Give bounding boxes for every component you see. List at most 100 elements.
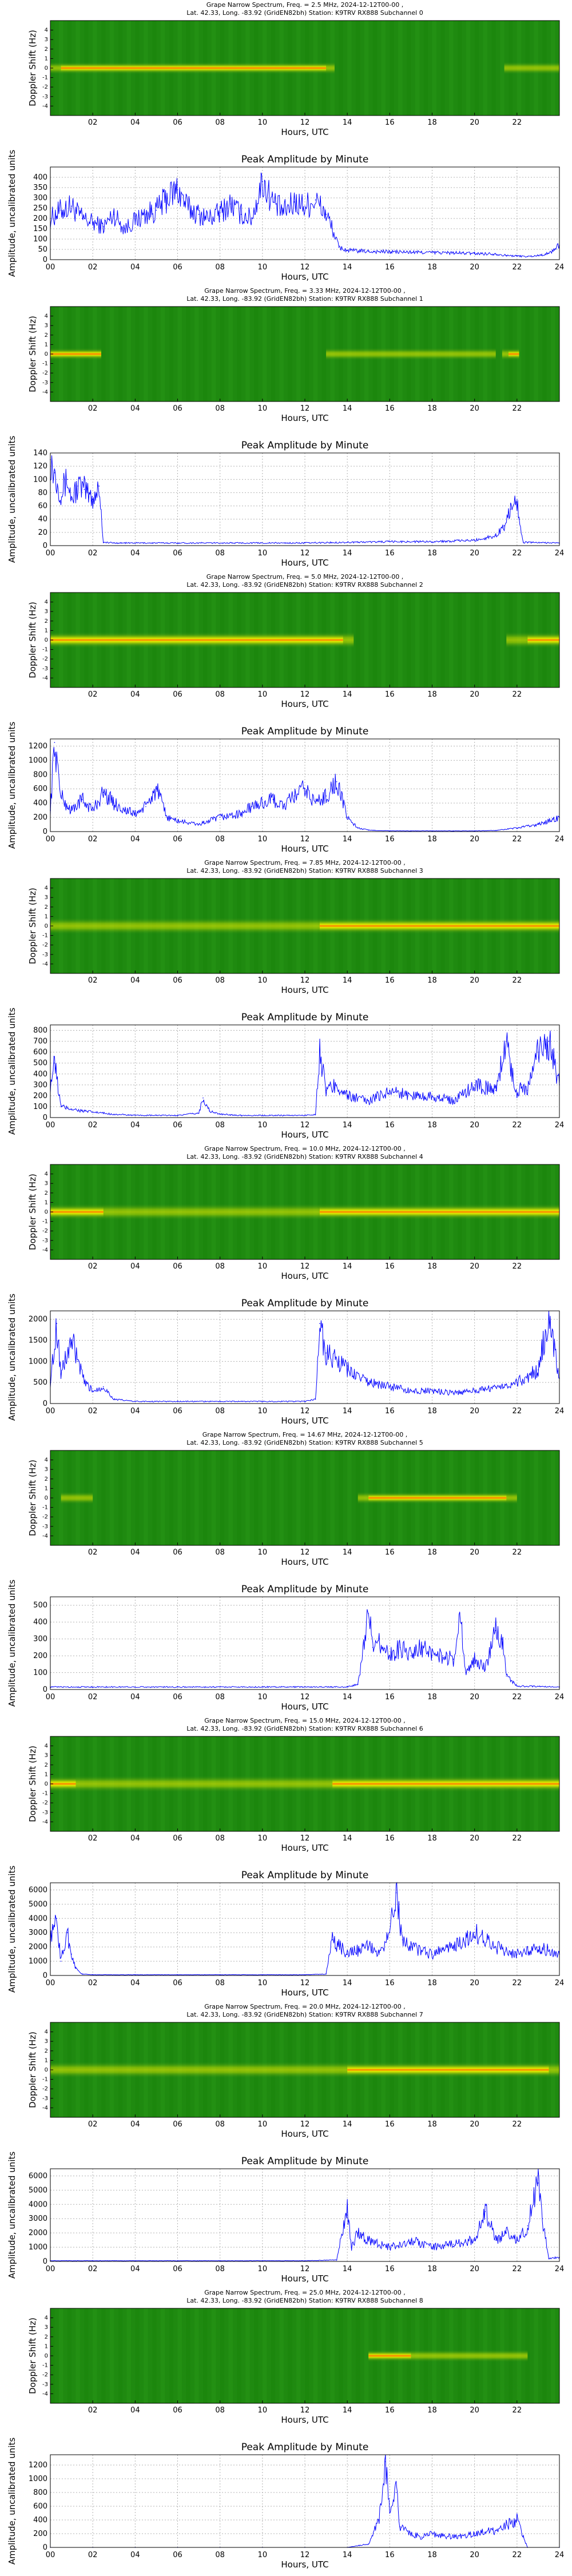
spectrogram-texture <box>458 593 462 687</box>
spectrogram-texture <box>288 2308 292 2403</box>
amplitude-xtick-label: 08 <box>215 1407 225 1416</box>
amplitude-data-point <box>484 2211 486 2212</box>
amplitude-ytick-label: 5000 <box>29 2186 47 2195</box>
amplitude-data-point <box>240 1115 242 1116</box>
spectrogram-texture <box>347 21 352 116</box>
spectrum-xtick-label: 14 <box>343 404 352 413</box>
spectrum-ytick-label: -2 <box>42 2372 48 2378</box>
amplitude-data-point <box>283 1115 284 1116</box>
amplitude-ytick-label: 60 <box>38 502 47 511</box>
amplitude-ytick-label: 200 <box>33 2530 47 2538</box>
amplitude-data-point <box>304 1401 305 1402</box>
spectrogram-texture <box>58 2308 63 2403</box>
amplitude-data-point <box>495 253 496 255</box>
amplitude-ylabel: Amplitude, uncalibrated units <box>7 1294 17 1421</box>
amplitude-data-point <box>521 1084 522 1086</box>
spectrum-xtick-label: 20 <box>470 118 479 127</box>
spectrum-ytick-label: 1 <box>45 1199 48 1206</box>
spectrum-xtick-label: 08 <box>215 1262 225 1271</box>
signal-peak-line <box>509 353 519 355</box>
spectrogram-texture <box>398 593 403 687</box>
amplitude-data-point <box>60 492 62 494</box>
amplitude-data-point <box>92 1686 93 1688</box>
amplitude-data-point <box>503 525 505 527</box>
amplitude-data-point <box>219 1974 221 1975</box>
amplitude-data-point <box>304 1115 305 1116</box>
amplitude-data-point <box>459 1613 460 1615</box>
spectrum-xtick-label: 02 <box>88 1262 98 1271</box>
amplitude-xtick-label: 14 <box>343 2265 352 2273</box>
amplitude-data-point <box>538 1051 539 1053</box>
amplitude-data-point <box>527 2225 529 2227</box>
amplitude-xtick-label: 16 <box>385 549 395 558</box>
amplitude-ylabel: Amplitude, uncalibrated units <box>7 436 17 563</box>
amplitude-data-point <box>113 214 115 215</box>
spectrum-xtick-label: 02 <box>88 690 98 699</box>
amplitude-data-point <box>452 2537 454 2538</box>
amplitude-xtick-label: 02 <box>88 835 98 844</box>
amplitude-xtick-label: 02 <box>88 2265 98 2273</box>
amplitude-data-point <box>357 2232 359 2233</box>
amplitude-data-point <box>319 1051 320 1053</box>
amplitude-ytick-label: 0 <box>43 1685 47 1694</box>
signal-peak-line <box>50 1783 76 1785</box>
spectrum-title-line1: Grape Narrow Spectrum, Freq. = 20.0 MHz,… <box>204 2003 406 2010</box>
amplitude-data-point <box>518 518 520 520</box>
spectrum-xtick-label: 02 <box>88 404 98 413</box>
spectrum-xtick-label: 08 <box>215 976 225 985</box>
amplitude-data-point <box>81 218 83 219</box>
amplitude-data-point <box>474 830 475 832</box>
spectrogram-texture <box>339 2308 343 2403</box>
subchannel-chart-svg: Grape Narrow Spectrum, Freq. = 5.0 MHz, … <box>7 573 564 854</box>
spectrogram-texture <box>126 1450 131 1545</box>
spectrogram-texture <box>347 2308 352 2403</box>
amplitude-ytick-label: 1200 <box>29 2461 47 2470</box>
spectrogram-texture <box>203 2308 208 2403</box>
spectrum-ytick-label: 0 <box>45 2067 48 2073</box>
spectrogram-texture <box>449 21 454 116</box>
spectrum-xtick-label: 12 <box>300 2406 310 2415</box>
spectrum-ytick-label: -1 <box>42 647 48 653</box>
spectrum-xtick-label: 02 <box>88 2120 98 2129</box>
amplitude-xtick-label: 16 <box>385 1407 395 1416</box>
amplitude-ytick-label: 200 <box>33 1652 47 1660</box>
spectrum-ylabel: Doppler Shift (Hz) <box>27 1460 38 1536</box>
amplitude-data-point <box>410 2533 412 2534</box>
spectrogram-texture <box>254 2308 259 2403</box>
spectrum-ytick-label: 3 <box>45 2324 48 2331</box>
signal-peak-line <box>50 1211 104 1213</box>
spectrum-ytick-label: 0 <box>45 1495 48 1501</box>
amplitude-xlabel: Hours, UTC <box>281 1416 328 1426</box>
amplitude-data-point <box>134 220 136 221</box>
spectrogram-texture <box>245 2308 250 2403</box>
amplitude-data-point <box>219 1114 221 1115</box>
signal-peak-line <box>527 639 559 641</box>
amplitude-data-point <box>378 2519 380 2521</box>
amplitude-xtick-label: 00 <box>46 1121 55 1130</box>
subchannel-chart-svg: Grape Narrow Spectrum, Freq. = 15.0 MHz,… <box>7 1717 564 1998</box>
amplitude-xtick-label: 16 <box>385 1121 395 1130</box>
spectrum-ytick-label: -3 <box>42 666 48 672</box>
amplitude-xtick-label: 04 <box>130 549 140 558</box>
amplitude-data-point <box>368 829 370 831</box>
amplitude-xtick-label: 00 <box>46 835 55 844</box>
spectrum-xtick-label: 04 <box>130 2406 140 2415</box>
spectrum-xtick-label: 10 <box>258 118 268 127</box>
amplitude-data-point <box>92 2260 93 2261</box>
amplitude-data-point <box>304 1974 305 1975</box>
amplitude-data-point <box>219 817 221 818</box>
amplitude-ytick-label: 300 <box>33 1081 47 1090</box>
amplitude-xtick-label: 10 <box>258 263 268 272</box>
amplitude-xtick-label: 22 <box>513 1407 522 1416</box>
amplitude-xtick-label: 08 <box>215 2551 225 2559</box>
spectrogram-texture <box>135 307 140 401</box>
amplitude-data-point <box>113 1114 115 1115</box>
amplitude-xtick-label: 16 <box>385 835 395 844</box>
amplitude-ytick-label: 200 <box>33 1092 47 1100</box>
amplitude-data-point <box>368 2239 370 2241</box>
amplitude-xtick-label: 06 <box>173 1979 182 1987</box>
spectrum-title-line2: Lat. 42.33, Long. -83.92 (GridEN82bh) St… <box>186 295 423 303</box>
amplitude-xtick-label: 00 <box>46 1407 55 1416</box>
amplitude-title: Peak Amplitude by Minute <box>241 154 369 165</box>
spectrogram-texture <box>160 1450 165 1545</box>
